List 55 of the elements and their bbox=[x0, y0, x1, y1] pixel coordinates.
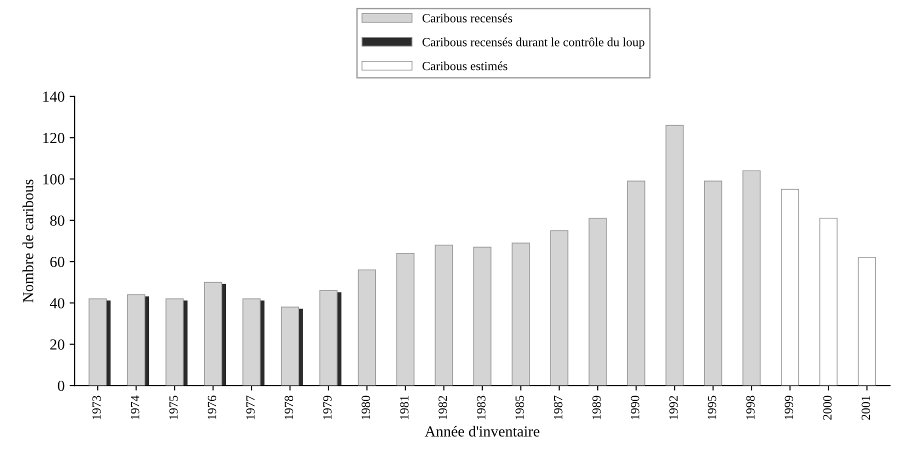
x-tick-label: 2001 bbox=[862, 396, 870, 420]
x-tick-label: 1992 bbox=[669, 396, 678, 420]
bar bbox=[666, 124, 684, 386]
bar bbox=[127, 294, 146, 386]
bar bbox=[204, 282, 222, 386]
bar bbox=[166, 298, 184, 386]
legend-label: Caribous recensés durant le contrôle du loup bbox=[422, 38, 644, 49]
x-tick-label: 1975 bbox=[169, 396, 178, 420]
x-tick-label: 1977 bbox=[246, 396, 255, 420]
bar bbox=[280, 306, 300, 386]
x-tick-label: 1990 bbox=[630, 396, 640, 420]
x-tick-label: 1976 bbox=[208, 396, 216, 420]
y-axis-title: Nombre de caribous bbox=[22, 180, 34, 302]
x-tick-label: 2000 bbox=[823, 396, 832, 420]
x-tick-label: 1978 bbox=[284, 396, 294, 420]
bar bbox=[88, 298, 107, 386]
bar bbox=[627, 180, 646, 386]
x-tick-label: 1980 bbox=[362, 396, 370, 420]
x-axis-title: Année d'inventaire bbox=[424, 426, 540, 437]
y-tick-label: 40 bbox=[50, 298, 64, 308]
bar bbox=[588, 218, 607, 386]
bar bbox=[858, 257, 876, 386]
x-tick-label: 1983 bbox=[477, 396, 486, 420]
legend-label: Caribous recensés bbox=[422, 14, 512, 22]
x-tick-label: 1998 bbox=[746, 396, 755, 420]
bar bbox=[242, 298, 261, 386]
y-tick-label: 60 bbox=[50, 256, 64, 268]
bar bbox=[358, 269, 376, 386]
bar bbox=[742, 170, 761, 386]
x-tick-label: 1999 bbox=[784, 396, 794, 420]
legend-label: Caribous estimés bbox=[422, 61, 508, 70]
bar bbox=[319, 290, 338, 386]
x-tick-label: 1982 bbox=[438, 396, 447, 420]
bar bbox=[819, 218, 838, 386]
y-tick-label: 120 bbox=[43, 132, 64, 144]
x-tick-label: 1973 bbox=[92, 396, 101, 420]
x-tick-label: 1979 bbox=[323, 396, 332, 420]
bar bbox=[434, 244, 453, 386]
x-tick-label: 1989 bbox=[592, 396, 601, 420]
bar bbox=[512, 242, 530, 386]
x-tick-label: 1995 bbox=[708, 396, 716, 420]
y-tick-label: 80 bbox=[50, 215, 64, 226]
x-tick-label: 1981 bbox=[400, 396, 409, 420]
x-tick-label: 1974 bbox=[130, 395, 140, 420]
y-tick-label: 0 bbox=[58, 380, 64, 392]
bar bbox=[780, 188, 800, 386]
y-tick-label: 100 bbox=[43, 174, 64, 184]
bar bbox=[704, 180, 722, 386]
bar bbox=[550, 230, 568, 386]
bar bbox=[396, 252, 414, 386]
y-tick-label: 140 bbox=[43, 92, 64, 102]
x-tick-label: 1987 bbox=[554, 396, 562, 420]
bar bbox=[473, 246, 492, 386]
x-tick-label: 1985 bbox=[515, 396, 524, 420]
y-tick-label: 20 bbox=[50, 339, 64, 350]
